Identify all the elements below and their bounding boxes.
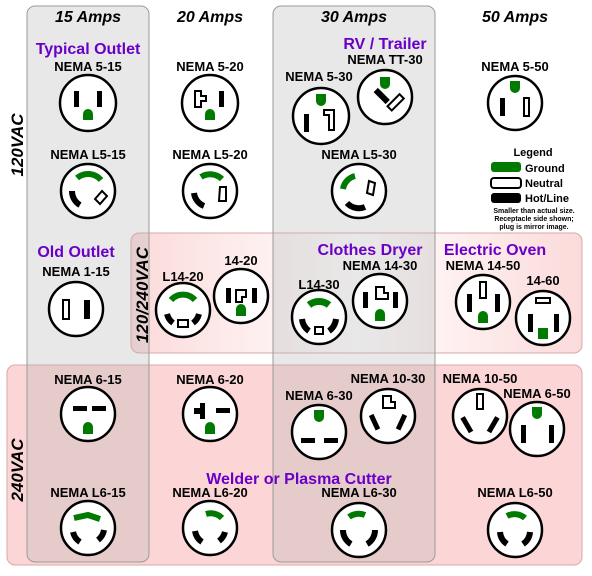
label-nema-10-50: NEMA 10-50: [443, 371, 518, 386]
label-nema-6-30: NEMA 6-30: [285, 388, 352, 403]
legend-title: Legend: [513, 147, 552, 159]
receptacle-nema-tt-30: [356, 68, 414, 126]
legend-hot-swatch: [491, 193, 521, 203]
label-welder: Welder or Plasma Cutter: [206, 471, 392, 488]
receptacle-14-60: [514, 289, 572, 347]
legend-hot: Hot/Line: [525, 193, 569, 205]
label-14-60: 14-60: [526, 273, 559, 288]
label-nema-6-15: NEMA 6-15: [54, 372, 121, 387]
label-nema-6-50: NEMA 6-50: [503, 386, 570, 401]
label-nema-l6-30: NEMA L6-30: [321, 485, 396, 500]
label-old-outlet: Old Outlet: [37, 244, 115, 261]
label-nema-5-20: NEMA 5-20: [176, 59, 243, 74]
label-14-20: 14-20: [224, 253, 257, 268]
receptacle-nema-l6-20: [181, 499, 239, 557]
receptacle-nema-l5-15: [59, 162, 117, 220]
receptacle-nema-1-15: [47, 280, 105, 338]
receptacle-nema-5-30: [291, 86, 351, 146]
legend-ground: Ground: [525, 163, 565, 175]
legend-neutral: Neutral: [525, 178, 563, 190]
label-typical-outlet: Typical Outlet: [36, 41, 141, 58]
receptacle-14-20: [212, 267, 270, 325]
header-50a: 50 Amps: [482, 9, 548, 26]
receptacle-nema-6-20: [181, 385, 239, 443]
receptacle-nema-6-50: [508, 400, 566, 458]
receptacle-nema-l6-50: [486, 501, 544, 559]
legend-neutral-swatch: [490, 177, 522, 189]
receptacle-nema-10-30: [359, 387, 417, 445]
receptacle-l14-20: [154, 281, 212, 339]
label-nema-14-30: NEMA 14-30: [343, 258, 418, 273]
header-30a: 30 Amps: [321, 9, 387, 26]
label-nema-l6-50: NEMA L6-50: [477, 485, 552, 500]
label-nema-l6-15: NEMA L6-15: [50, 485, 125, 500]
receptacle-nema-l6-30: [330, 501, 388, 559]
band-240vac: [6, 364, 583, 566]
legend-note-3: plug is mirror image.: [499, 224, 568, 231]
receptacle-nema-l5-20: [181, 162, 239, 220]
receptacle-nema-6-15: [59, 385, 117, 443]
row-240vac: 240VAC: [8, 438, 27, 503]
receptacle-nema-5-15: [58, 73, 118, 133]
receptacle-nema-l5-30: [330, 162, 388, 220]
receptacle-nema-l6-15: [59, 499, 117, 557]
label-l14-20: L14-20: [162, 269, 203, 284]
receptacle-nema-6-30: [290, 403, 348, 461]
label-nema-1-15: NEMA 1-15: [42, 264, 109, 279]
legend: Legend Ground Neutral Hot/Line Smaller t…: [490, 147, 575, 231]
label-nema-l5-15: NEMA L5-15: [50, 147, 125, 162]
label-nema-5-50: NEMA 5-50: [481, 59, 548, 74]
receptacle-nema-5-50: [486, 74, 544, 132]
label-rv-trailer: RV / Trailer: [343, 36, 426, 53]
label-l14-30: L14-30: [298, 277, 339, 292]
legend-ground-swatch: [491, 162, 521, 172]
receptacle-nema-14-50: [454, 273, 512, 331]
label-nema-l5-20: NEMA L5-20: [172, 147, 247, 162]
legend-note-2: Receptacle side shown;: [494, 216, 573, 223]
label-nema-14-50: NEMA 14-50: [446, 258, 521, 273]
label-nema-l6-20: NEMA L6-20: [172, 485, 247, 500]
receptacle-nema-10-50: [451, 387, 509, 445]
receptacle-nema-14-30: [351, 272, 409, 330]
label-nema-6-20: NEMA 6-20: [176, 372, 243, 387]
legend-note-1: Smaller than actual size.: [493, 208, 574, 215]
label-nema-5-15: NEMA 5-15: [54, 59, 121, 74]
receptacle-nema-5-20: [180, 73, 240, 133]
label-clothes-dryer: Clothes Dryer: [318, 242, 423, 259]
row-120vac: 120VAC: [8, 113, 27, 177]
header-15a: 15 Amps: [55, 9, 121, 26]
label-electric-oven: Electric Oven: [444, 242, 546, 259]
label-nema-tt-30: NEMA TT-30: [347, 52, 422, 67]
label-nema-l5-30: NEMA L5-30: [321, 147, 396, 162]
header-20a: 20 Amps: [176, 9, 243, 26]
row-120-240vac: 120/240VAC: [133, 246, 152, 343]
label-nema-5-30: NEMA 5-30: [285, 69, 352, 84]
label-nema-10-30: NEMA 10-30: [351, 371, 426, 386]
receptacle-l14-30: [290, 288, 348, 346]
